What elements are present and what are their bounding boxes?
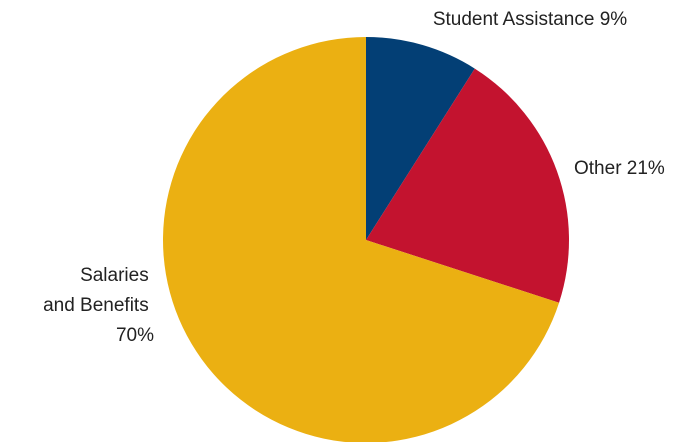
pie-slice-salaries-and-benefits bbox=[163, 37, 560, 442]
label-student-assistance: Student Assistance 9% bbox=[433, 9, 627, 30]
label-salaries-and-benefits: Salaries and Benefits 70% bbox=[43, 265, 154, 346]
label-salaries-line-3: 70% bbox=[116, 325, 154, 346]
label-other-line: Other 21% bbox=[574, 158, 665, 179]
pie-slices bbox=[163, 37, 569, 442]
pie-slice-other bbox=[366, 68, 569, 303]
label-salaries-line-2: and Benefits bbox=[43, 295, 149, 316]
label-salaries-line-1: Salaries bbox=[80, 265, 149, 286]
label-student-assistance-line: Student Assistance 9% bbox=[433, 9, 627, 30]
label-other: Other 21% bbox=[574, 158, 665, 179]
pie-slice-student-assistance bbox=[366, 37, 475, 240]
